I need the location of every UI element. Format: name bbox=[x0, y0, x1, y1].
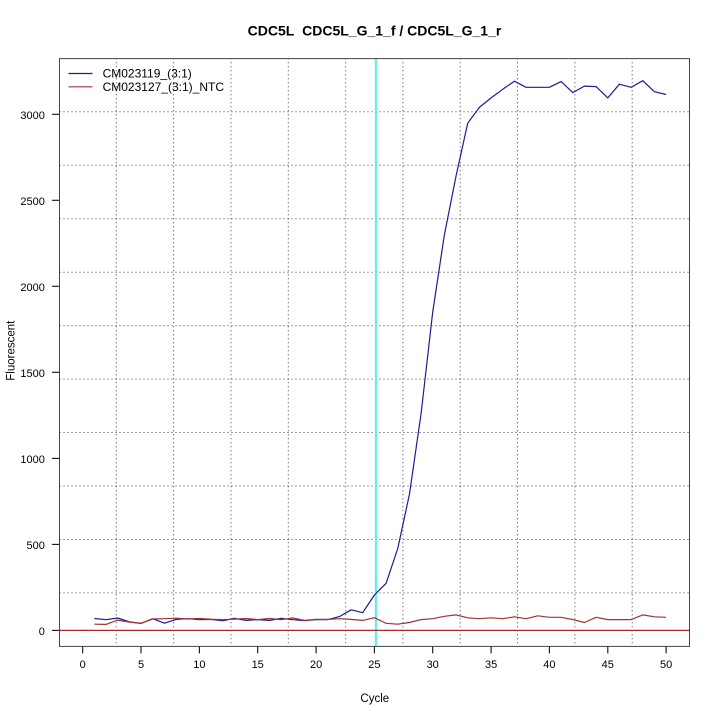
svg-text:2500: 2500 bbox=[20, 196, 44, 208]
svg-text:10: 10 bbox=[193, 659, 205, 671]
svg-text:45: 45 bbox=[602, 659, 614, 671]
svg-text:CM023119_(3:1): CM023119_(3:1) bbox=[103, 67, 192, 81]
svg-text:25: 25 bbox=[368, 659, 380, 671]
svg-text:0: 0 bbox=[80, 659, 86, 671]
svg-text:35: 35 bbox=[485, 659, 497, 671]
svg-text:40: 40 bbox=[543, 659, 555, 671]
svg-text:Fluorescent: Fluorescent bbox=[6, 320, 18, 381]
svg-text:500: 500 bbox=[27, 540, 45, 552]
svg-text:1500: 1500 bbox=[20, 368, 44, 380]
svg-text:2000: 2000 bbox=[20, 282, 44, 294]
svg-text:20: 20 bbox=[310, 659, 322, 671]
svg-text:0: 0 bbox=[39, 626, 45, 638]
svg-text:50: 50 bbox=[660, 659, 672, 671]
svg-text:3000: 3000 bbox=[20, 110, 44, 122]
svg-text:30: 30 bbox=[427, 659, 439, 671]
svg-text:1000: 1000 bbox=[20, 454, 44, 466]
svg-text:5: 5 bbox=[138, 659, 144, 671]
svg-text:CDC5L CDC5L_G_1_f / CDC5L_G_1: CDC5L CDC5L_G_1_f / CDC5L_G_1_r bbox=[248, 23, 502, 39]
svg-text:15: 15 bbox=[252, 659, 264, 671]
svg-text:CM023127_(3:1)_NTC: CM023127_(3:1)_NTC bbox=[103, 80, 225, 94]
svg-text:Cycle: Cycle bbox=[360, 693, 389, 705]
